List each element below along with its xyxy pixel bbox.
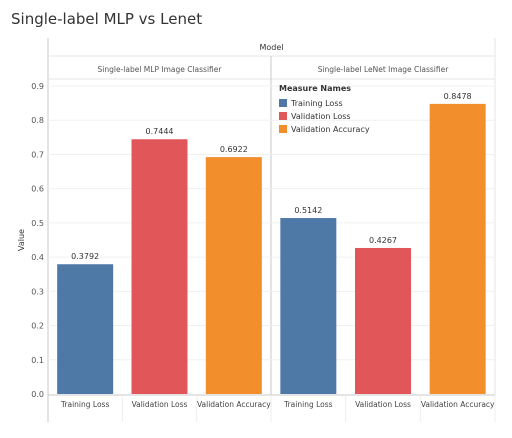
legend-label: Training Loss — [290, 99, 343, 108]
y-axis-label: Value — [17, 229, 26, 251]
data-label: 0.8478 — [444, 92, 472, 101]
y-tick-label: 0.9 — [31, 82, 44, 91]
panel-title: Single-label MLP Image Classifier — [98, 65, 223, 74]
data-label: 0.4267 — [369, 236, 397, 245]
data-label: 0.6922 — [220, 145, 248, 154]
y-tick-label: 0.6 — [31, 185, 44, 194]
x-tick-label: Validation Accuracy — [197, 400, 271, 409]
x-tick-label: Training Loss — [283, 400, 333, 409]
bar — [280, 218, 337, 394]
bar — [57, 264, 114, 394]
y-tick-label: 0.1 — [31, 356, 44, 365]
y-tick-label: 0.8 — [31, 116, 44, 125]
bar — [355, 247, 411, 394]
y-tick-label: 0.3 — [31, 287, 44, 296]
y-tick-label: 0.0 — [31, 390, 44, 399]
legend-label: Validation Accuracy — [291, 125, 370, 134]
legend-title: Measure Names — [279, 84, 351, 93]
column-header: Model — [259, 43, 283, 52]
x-tick-label: Validation Loss — [355, 400, 411, 409]
y-tick-label: 0.7 — [31, 150, 44, 159]
bar — [131, 139, 188, 394]
y-tick-label: 0.2 — [31, 322, 44, 331]
y-tick-label: 0.4 — [31, 253, 44, 262]
data-label: 0.7444 — [146, 127, 174, 136]
bar — [205, 157, 262, 394]
legend-swatch — [279, 125, 287, 133]
panel-title: Single-label LeNet Image Classifier — [318, 65, 450, 74]
bar — [429, 103, 486, 394]
y-tick-label: 0.5 — [31, 219, 44, 228]
chart-title: Single-label MLP vs Lenet — [11, 10, 203, 28]
legend-swatch — [279, 99, 287, 107]
x-tick-label: Validation Accuracy — [421, 400, 495, 409]
x-tick-label: Training Loss — [60, 400, 110, 409]
data-label: 0.5142 — [294, 206, 322, 215]
legend-label: Validation Loss — [291, 112, 351, 121]
legend-swatch — [279, 112, 287, 120]
data-label: 0.3792 — [71, 252, 99, 261]
x-tick-label: Validation Loss — [132, 400, 188, 409]
